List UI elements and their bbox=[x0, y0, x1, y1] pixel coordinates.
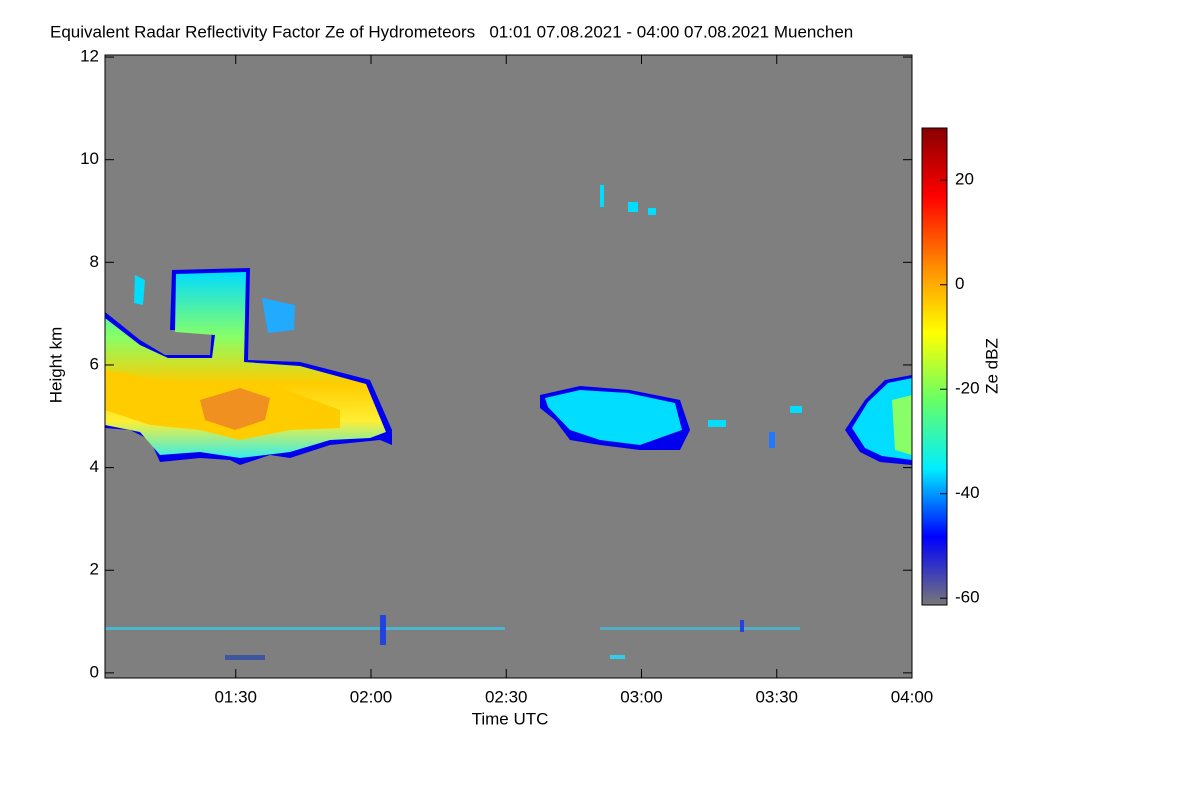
colorbar bbox=[921, 127, 948, 606]
x-tick-label: 04:00 bbox=[891, 687, 934, 706]
echo-fragment bbox=[600, 185, 604, 207]
x-tick-label: 03:00 bbox=[620, 687, 663, 706]
clutter bbox=[225, 655, 265, 660]
y-axis-label: Height km bbox=[46, 327, 65, 404]
colorbar-tick-label: -40 bbox=[955, 483, 980, 502]
echo-fragment bbox=[262, 298, 295, 333]
echo-fragment bbox=[628, 202, 638, 212]
x-tick-label: 01:30 bbox=[214, 687, 257, 706]
echo-fragment bbox=[648, 208, 656, 215]
y-tick-label: 0 bbox=[90, 662, 99, 681]
chart-title: Equivalent Radar Reflectivity Factor Ze … bbox=[50, 22, 853, 41]
echo-core bbox=[200, 388, 270, 430]
clutter bbox=[740, 620, 744, 632]
echoes bbox=[105, 185, 912, 660]
colorbar-tick-label: -60 bbox=[955, 588, 980, 607]
echo-body bbox=[545, 390, 682, 445]
y-tick-label: 2 bbox=[90, 560, 99, 579]
x-tick-label: 03:30 bbox=[755, 687, 798, 706]
clutter bbox=[600, 627, 800, 630]
y-tick-label: 8 bbox=[90, 252, 99, 271]
echo-core bbox=[892, 395, 912, 455]
colorbar-tick-label: 20 bbox=[955, 170, 974, 189]
colorbar-tick-label: -20 bbox=[955, 379, 980, 398]
clutter bbox=[380, 615, 386, 645]
y-tick-label: 12 bbox=[80, 47, 99, 66]
x-tick-label: 02:00 bbox=[350, 687, 393, 706]
echo-fragment bbox=[790, 406, 802, 413]
echo-fragment bbox=[708, 420, 726, 427]
plot-frame bbox=[104, 54, 913, 679]
colorbar-tick-label: 0 bbox=[955, 274, 964, 293]
clutter bbox=[105, 627, 505, 630]
x-axis-label: Time UTC bbox=[472, 709, 549, 728]
echo-fragment bbox=[134, 275, 145, 305]
colorbar-label: Ze dBZ bbox=[982, 338, 1001, 394]
x-tick-label: 02:30 bbox=[485, 687, 528, 706]
y-tick-label: 6 bbox=[90, 354, 99, 373]
y-tick-label: 4 bbox=[90, 457, 99, 476]
echo-fragment bbox=[769, 432, 775, 448]
clutter bbox=[610, 655, 625, 659]
y-tick-label: 10 bbox=[80, 149, 99, 168]
